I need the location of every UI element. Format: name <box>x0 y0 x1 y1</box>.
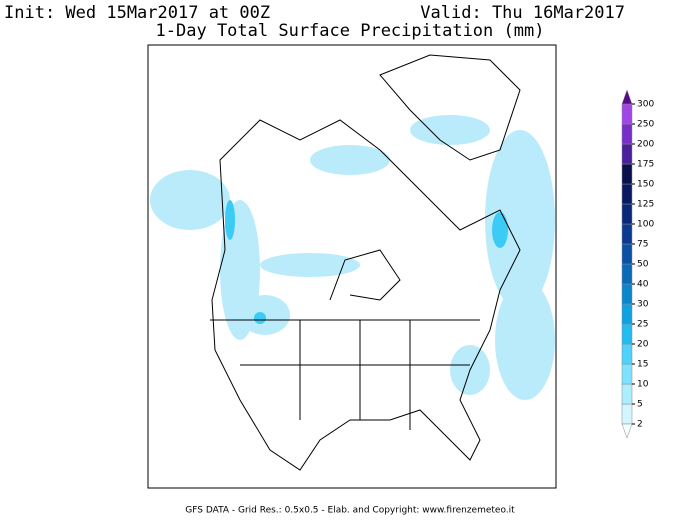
colorbar-label: 300 <box>637 100 654 110</box>
colorbar-label: 200 <box>637 140 654 150</box>
coastlines <box>210 54 521 471</box>
colorbar-label: 5 <box>637 400 643 410</box>
colorbar-swatch <box>621 323 633 345</box>
colorbar-swatch <box>621 243 633 265</box>
colorbar-swatch <box>621 403 633 425</box>
colorbar-swatch <box>621 183 633 205</box>
map-title: 1-Day Total Surface Precipitation (mm) <box>156 21 545 41</box>
map <box>147 44 557 489</box>
colorbar-swatch <box>621 123 633 145</box>
colorbar-label: 175 <box>637 160 654 170</box>
init-label: Init: Wed 15Mar2017 at 00Z <box>4 3 270 23</box>
colorbar-label: 100 <box>637 220 654 230</box>
colorbar-label: 50 <box>637 260 649 270</box>
footer: GFS DATA - Grid Res.: 0.5x0.5 - Elab. an… <box>185 506 515 516</box>
colorbar-swatch <box>621 163 633 185</box>
colorbar-swatch <box>621 283 633 305</box>
colorbar-swatch <box>621 203 633 225</box>
valid-label: Valid: Thu 16Mar2017 <box>420 3 625 23</box>
colorbar-swatch <box>621 223 633 245</box>
colorbar-label: 75 <box>637 240 648 250</box>
colorbar-label: 10 <box>637 380 649 390</box>
colorbar-swatch <box>621 343 633 365</box>
colorbar-swatch <box>621 383 633 405</box>
precip-areas <box>150 115 555 400</box>
colorbar-swatch <box>621 143 633 165</box>
colorbar-label: 25 <box>637 320 648 330</box>
colorbar-label: 150 <box>637 180 654 190</box>
colorbar-label: 15 <box>637 360 648 370</box>
colorbar-above <box>621 89 633 105</box>
colorbar-label: 2 <box>637 420 643 430</box>
colorbar-swatch <box>621 103 633 125</box>
colorbar-label: 125 <box>637 200 654 210</box>
colorbar-label: 20 <box>637 340 649 350</box>
colorbar-swatch <box>621 363 633 385</box>
colorbar-swatch <box>621 263 633 285</box>
colorbar-label: 40 <box>637 280 649 290</box>
colorbar-label: 30 <box>637 300 649 310</box>
colorbar-label: 250 <box>637 120 654 130</box>
colorbar-below <box>621 423 633 439</box>
precip-heavy <box>225 200 508 324</box>
colorbar-swatch <box>621 303 633 325</box>
